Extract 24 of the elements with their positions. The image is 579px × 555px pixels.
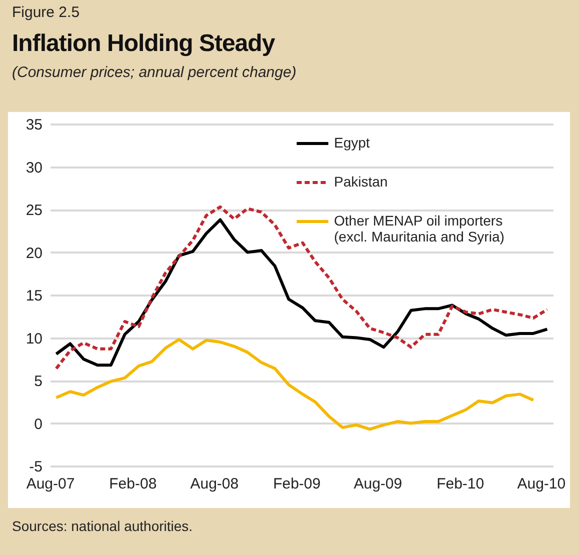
y-tick-label: 5 — [34, 373, 42, 390]
x-tick-label: Aug-09 — [354, 476, 402, 492]
y-tick-label: 30 — [26, 159, 42, 176]
y-tick-label: 10 — [26, 330, 42, 348]
x-tick-label: Aug-10 — [517, 476, 566, 492]
caption: Figure 2.5 — [12, 4, 80, 21]
y-tick-label: 25 — [26, 202, 42, 219]
x-tick-label: Aug-07 — [26, 476, 75, 492]
chart-title: Inflation Holding Steady — [12, 30, 275, 58]
y-tick-label: 0 — [34, 416, 42, 433]
x-tick-label: Feb-09 — [273, 476, 321, 492]
y-tick-label: 20 — [26, 244, 42, 262]
legend-label: Egypt — [334, 134, 370, 150]
source-note: Sources: national authorities. — [12, 518, 193, 534]
legend-label: Pakistan — [334, 174, 388, 190]
y-tick-label: 15 — [26, 288, 42, 304]
line-series — [54, 338, 535, 431]
x-tick-label: Feb-08 — [109, 476, 157, 492]
x-tick-label: Aug-08 — [190, 476, 239, 492]
x-tick-label: Feb-10 — [436, 476, 484, 492]
chart-subtitle: (Consumer prices; annual percent change) — [12, 64, 296, 81]
legend-label: Other MENAP oil importers (excl. Mauritania and Syria) — [334, 212, 504, 244]
y-tick-label: -5 — [29, 458, 42, 476]
y-tick-label: 35 — [26, 116, 42, 134]
